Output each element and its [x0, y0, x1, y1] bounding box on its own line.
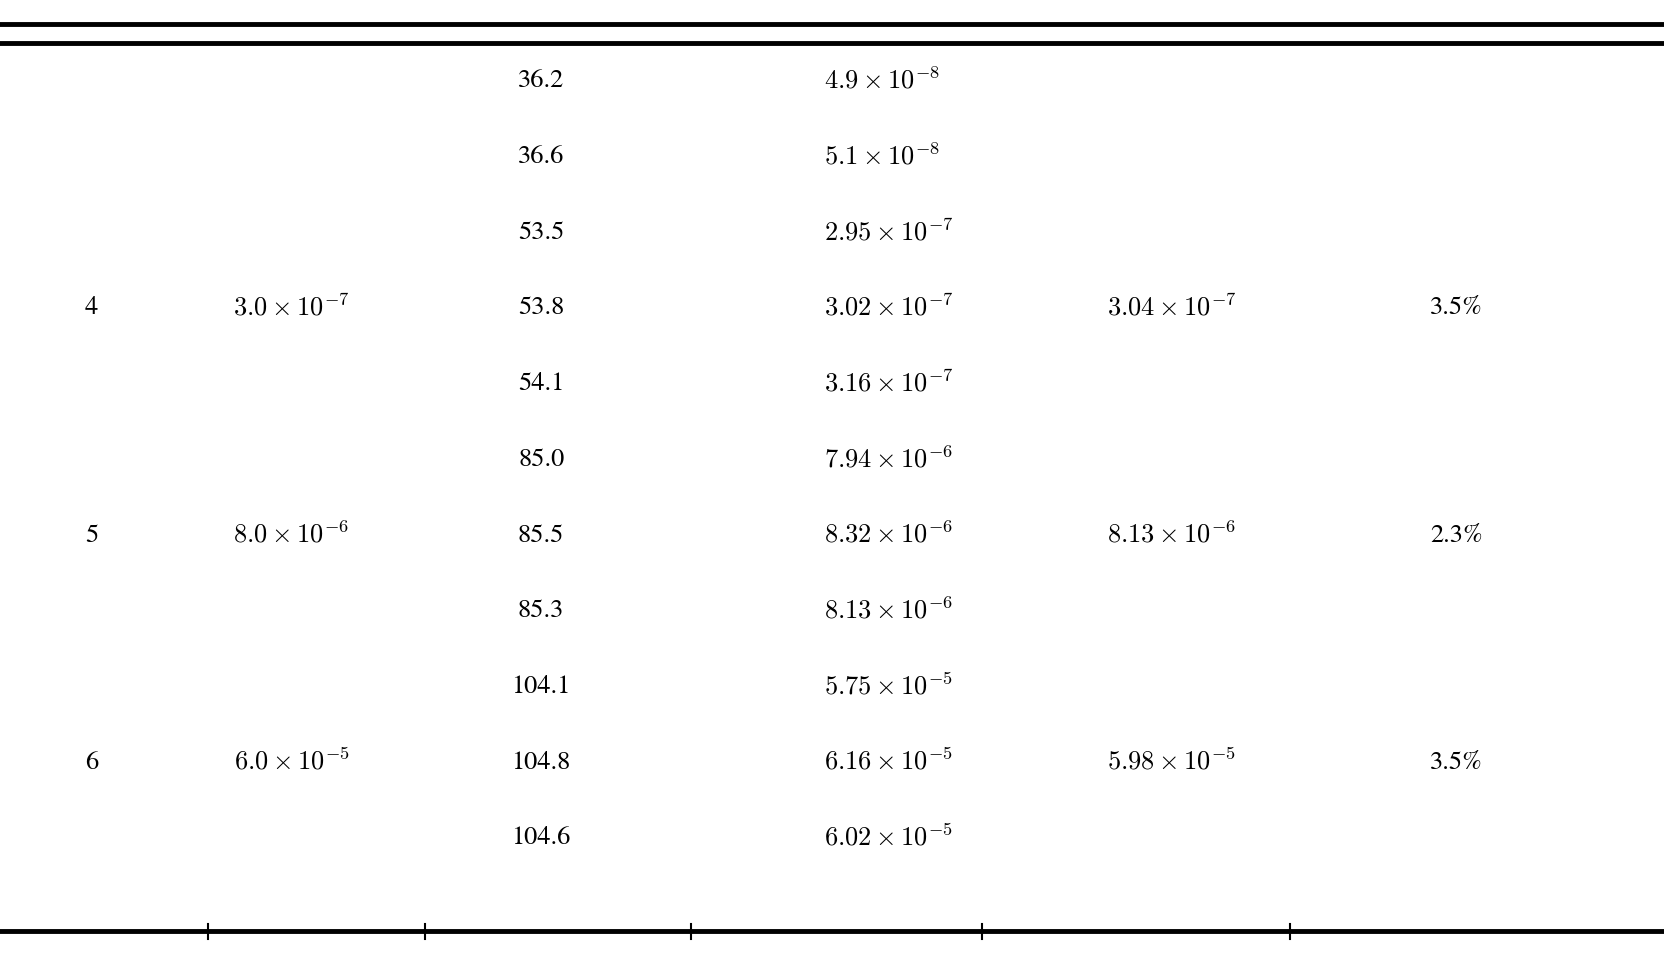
Text: $3.16 \times 10^{-7}$: $3.16 \times 10^{-7}$	[824, 371, 953, 398]
Text: 85.5: 85.5	[518, 523, 564, 548]
Text: 54.1: 54.1	[518, 372, 564, 397]
Text: 53.8: 53.8	[518, 296, 564, 321]
Text: $7.94 \times 10^{-6}$: $7.94 \times 10^{-6}$	[824, 446, 952, 473]
Text: 36.2: 36.2	[518, 69, 564, 94]
Text: 36.6: 36.6	[518, 145, 564, 170]
Text: $4.9 \times 10^{-8}$: $4.9 \times 10^{-8}$	[824, 68, 940, 95]
Text: $5.98 \times 10^{-5}$: $5.98 \times 10^{-5}$	[1107, 749, 1235, 776]
Text: 85.3: 85.3	[518, 599, 564, 624]
Text: 104.1: 104.1	[511, 674, 571, 699]
Text: 4: 4	[85, 296, 98, 321]
Text: 5: 5	[85, 523, 98, 548]
Text: $5.1 \times 10^{-8}$: $5.1 \times 10^{-8}$	[824, 144, 940, 171]
Text: 104.8: 104.8	[511, 750, 571, 775]
Text: $6.02 \times 10^{-5}$: $6.02 \times 10^{-5}$	[824, 825, 952, 852]
Text: 3.5%: 3.5%	[1429, 750, 1483, 775]
Text: 53.5: 53.5	[518, 220, 564, 245]
Text: 3.5%: 3.5%	[1429, 296, 1483, 321]
Text: $3.02 \times 10^{-7}$: $3.02 \times 10^{-7}$	[824, 295, 953, 322]
Text: 6: 6	[85, 750, 98, 775]
Text: $8.32 \times 10^{-6}$: $8.32 \times 10^{-6}$	[824, 522, 952, 549]
Text: $8.13 \times 10^{-6}$: $8.13 \times 10^{-6}$	[824, 598, 952, 625]
Text: 2.3%: 2.3%	[1429, 523, 1483, 548]
Text: $5.75 \times 10^{-5}$: $5.75 \times 10^{-5}$	[824, 673, 952, 700]
Text: $8.0 \times 10^{-6}$: $8.0 \times 10^{-6}$	[233, 522, 349, 549]
Text: $3.0 \times 10^{-7}$: $3.0 \times 10^{-7}$	[233, 295, 349, 322]
Text: $8.13 \times 10^{-6}$: $8.13 \times 10^{-6}$	[1107, 522, 1235, 549]
Text: 104.6: 104.6	[511, 826, 571, 851]
Text: 85.0: 85.0	[518, 447, 564, 472]
Text: $6.16 \times 10^{-5}$: $6.16 \times 10^{-5}$	[824, 749, 952, 776]
Text: $2.95 \times 10^{-7}$: $2.95 \times 10^{-7}$	[824, 219, 953, 246]
Text: $3.04 \times 10^{-7}$: $3.04 \times 10^{-7}$	[1107, 295, 1236, 322]
Text: $6.0 \times 10^{-5}$: $6.0 \times 10^{-5}$	[233, 749, 349, 776]
